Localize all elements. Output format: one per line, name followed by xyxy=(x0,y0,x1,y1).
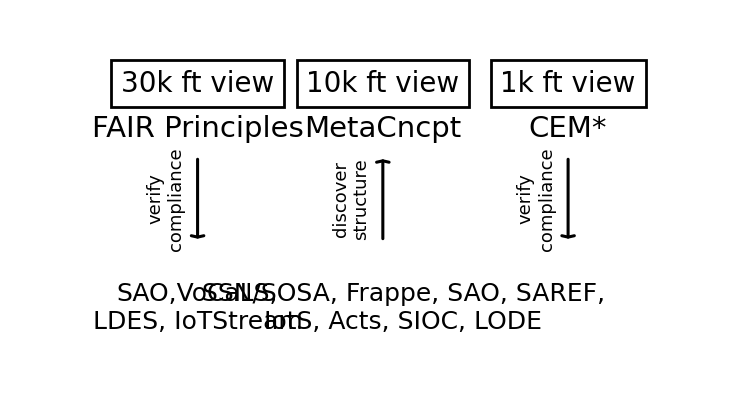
Text: SSN/SOSA, Frappe, SAO, SAREF,
IotS, Acts, SIOC, LODE: SSN/SOSA, Frappe, SAO, SAREF, IotS, Acts… xyxy=(202,282,604,334)
Text: FAIR Principles: FAIR Principles xyxy=(92,115,303,143)
Text: 30k ft view: 30k ft view xyxy=(121,70,274,98)
Text: 1k ft view: 1k ft view xyxy=(500,70,636,98)
Text: discover
structure: discover structure xyxy=(332,158,371,240)
Text: 10k ft view: 10k ft view xyxy=(306,70,459,98)
Text: verify
compliance: verify compliance xyxy=(517,147,556,251)
Text: MetaCncpt: MetaCncpt xyxy=(304,115,462,143)
Text: SAO,VoCaLS,
LDES, IoTStream: SAO,VoCaLS, LDES, IoTStream xyxy=(93,282,303,334)
Text: CEM*: CEM* xyxy=(529,115,607,143)
Text: verify
compliance: verify compliance xyxy=(146,147,185,251)
